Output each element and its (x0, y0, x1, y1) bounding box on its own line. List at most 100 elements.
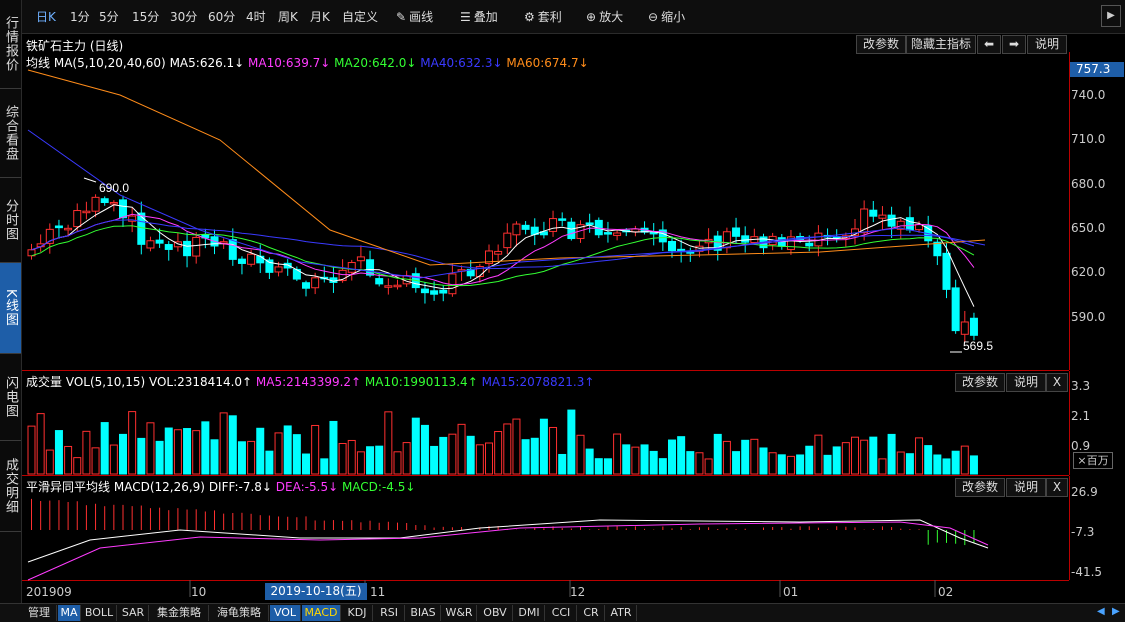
period-month[interactable]: 月K (310, 10, 330, 24)
period-30min[interactable]: 30分 (170, 10, 198, 24)
macd-close-button[interactable]: X (1046, 478, 1068, 497)
macd-value-1: DEA:-5.5↓ (271, 480, 339, 494)
volume-bar (494, 431, 503, 475)
tab-rsi[interactable]: RSI (374, 605, 405, 621)
tab-dmi[interactable]: DMI (514, 605, 545, 621)
period-15min[interactable]: 15分 (132, 10, 160, 24)
nav-flash[interactable]: 闪电图 (0, 354, 21, 441)
tab-管理[interactable]: 管理 (22, 605, 57, 621)
prev-indicator-button[interactable]: ⬅ (977, 35, 1001, 54)
scroll-left-icon[interactable]: ◀ (1097, 606, 1105, 617)
volume-bar (420, 424, 429, 475)
tab-cr[interactable]: CR (578, 605, 605, 621)
candle-body (100, 198, 109, 204)
vol-axis (1069, 371, 1125, 475)
volume-bar (658, 458, 667, 475)
overlay-label: 叠加 (473, 10, 498, 24)
tab-w&r[interactable]: W&R (442, 605, 477, 621)
candle-body (869, 209, 878, 217)
next-indicator-button[interactable]: ➡ (1002, 35, 1026, 54)
volume-bar (933, 454, 942, 475)
kline-chart[interactable]: 690.0 569.5 (0, 0, 1125, 603)
tab-macd[interactable]: MACD (302, 605, 341, 621)
period-custom[interactable]: 自定义 (342, 10, 379, 24)
volume-bar (237, 441, 246, 475)
vol-change-params-button[interactable]: 改参数 (955, 373, 1005, 392)
x-tick: 02 (938, 585, 954, 599)
vol-close-button[interactable]: X (1046, 373, 1068, 392)
volume-bar (439, 436, 448, 475)
zoom-out-label: 缩小 (661, 10, 686, 24)
ma-value-2: MA20:642.0↓ (330, 56, 417, 70)
period-4h[interactable]: 4时 (246, 10, 266, 24)
volume-bar (841, 442, 850, 475)
period-5min[interactable]: 5分 (99, 10, 119, 24)
main-change-params-button[interactable]: 改参数 (856, 35, 906, 54)
macd-change-params-button[interactable]: 改参数 (955, 478, 1005, 497)
overlay-button[interactable]: ☰ 叠加 (460, 8, 498, 25)
price-tick: 620.0 (1071, 265, 1106, 279)
candle-body (247, 253, 256, 265)
tab-bias[interactable]: BIAS (406, 605, 441, 621)
period-day[interactable]: 日K (36, 10, 56, 24)
arbitrage-button[interactable]: ⚙ 套利 (524, 8, 562, 25)
candle-body (375, 278, 384, 285)
volume-bar (640, 444, 649, 475)
toolbar: 日K 1分 5分 15分 30分 60分 4时 周K 月K 自定义 ✎ 画线 ☰ 叠… (22, 0, 1125, 34)
macd-help-button[interactable]: 说明 (1006, 478, 1046, 497)
candle-body (494, 250, 503, 255)
tab-sar[interactable]: SAR (118, 605, 149, 621)
macd-tick: -41.5 (1071, 565, 1103, 579)
draw-line-button[interactable]: ✎ 画线 (396, 8, 433, 25)
volume-bar (951, 450, 960, 475)
main-help-button[interactable]: 说明 (1027, 35, 1067, 54)
vol-unit-button[interactable]: ×百万 (1073, 452, 1113, 469)
tab-海龟策略[interactable]: 海龟策略 (210, 605, 269, 621)
volume-bar (183, 428, 192, 475)
vol-help-button[interactable]: 说明 (1006, 373, 1046, 392)
volume-bar (741, 439, 750, 475)
volume-bar (549, 426, 558, 475)
nav-quote[interactable]: 行情报价 (0, 0, 21, 89)
arrow-right-icon: ➡ (1008, 37, 1020, 51)
volume-bar (695, 452, 704, 475)
hide-indicator-button[interactable]: 隐藏主指标 (906, 35, 976, 54)
zoom-out-button[interactable]: ⊖ 缩小 (648, 8, 685, 25)
volume-bar (265, 450, 274, 475)
ma40-extra-line (27, 129, 986, 279)
volume-bar (338, 443, 347, 475)
x-tick: 11 (370, 585, 386, 599)
candle-body (933, 241, 942, 257)
candle-body (558, 218, 567, 221)
tab-cci[interactable]: CCI (546, 605, 577, 621)
tab-ma[interactable]: MA (58, 605, 81, 621)
scroll-right-icon[interactable]: ▶ (1112, 606, 1120, 617)
period-60min[interactable]: 60分 (208, 10, 236, 24)
tab-vol[interactable]: VOL (270, 605, 301, 621)
volume-bar (100, 422, 109, 475)
candle-body (237, 258, 246, 264)
candle-body (539, 231, 548, 236)
candle-body (786, 236, 795, 251)
tab-obv[interactable]: OBV (478, 605, 513, 621)
tab-atr[interactable]: ATR (606, 605, 637, 621)
tab-kdj[interactable]: KDJ (342, 605, 373, 621)
toolbar-expand-button[interactable]: ▶ (1101, 5, 1121, 27)
candle-body (668, 240, 676, 252)
tab-boll[interactable]: BOLL (82, 605, 117, 621)
nav-overview[interactable]: 综合看盘 (0, 89, 21, 178)
nav-kline[interactable]: K线图 (0, 263, 21, 354)
nav-intraday[interactable]: 分时图 (0, 178, 21, 263)
ma-value-1: MA10:639.7↓ (244, 56, 331, 70)
volume-bar (137, 437, 146, 475)
zoom-in-button[interactable]: ⊕ 放大 (586, 8, 623, 25)
separator (22, 370, 1069, 371)
vol-value-3: MA15:2078821.3↑ (477, 375, 595, 389)
macd-tick: -7.3 (1071, 525, 1095, 539)
volume-bar (942, 458, 951, 475)
crosshair-date-tag: 2019-10-18(五) (265, 583, 367, 600)
period-week[interactable]: 周K (278, 10, 298, 24)
period-1min[interactable]: 1分 (70, 10, 90, 24)
tab-集金策略[interactable]: 集金策略 (150, 605, 209, 621)
nav-trades[interactable]: 成交明细 (0, 441, 21, 532)
